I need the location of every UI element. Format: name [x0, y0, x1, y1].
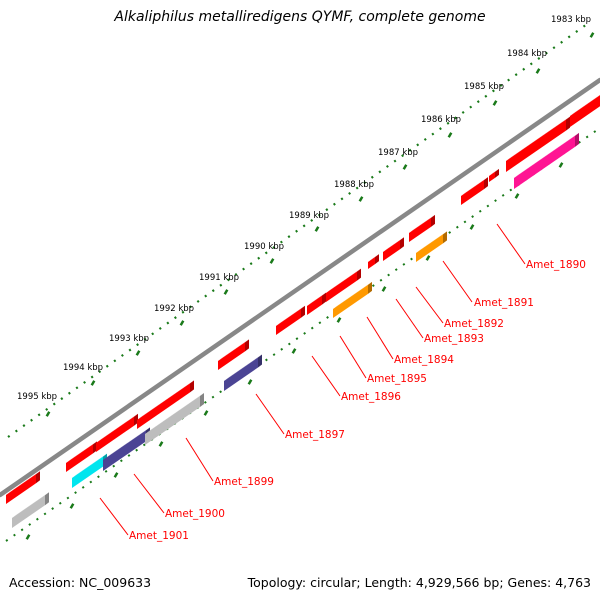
- label-leader-line: [496, 223, 526, 265]
- gene-reverse: [224, 354, 262, 391]
- gene-forward: [383, 237, 404, 261]
- label-leader-line: [255, 393, 285, 435]
- ruler-major-tick: [135, 350, 141, 356]
- gene-features: [6, 95, 600, 528]
- label-leader-line: [366, 316, 394, 360]
- ruler-major-tick: [425, 255, 431, 261]
- label-leaders: [99, 223, 526, 536]
- gene-forward: [326, 268, 361, 302]
- outer-ruler-major-ticks: [45, 32, 595, 417]
- inner-ruler-major-ticks: [25, 162, 564, 540]
- ruler-major-tick: [402, 164, 408, 170]
- ruler-major-tick: [223, 289, 229, 295]
- gene-reverse: [145, 393, 204, 445]
- ruler-major-tick: [25, 534, 31, 540]
- scale-tick-label: 1984 kbp: [507, 49, 547, 59]
- scale-tick-label: 1990 kbp: [244, 242, 284, 252]
- ruler-major-tick: [113, 472, 119, 478]
- ruler-major-tick: [358, 196, 364, 202]
- gene-label: Amet_1890: [526, 259, 586, 271]
- ruler-major-tick: [558, 162, 564, 168]
- gene-reverse: [416, 231, 447, 262]
- scale-tick-label: 1983 kbp: [551, 15, 591, 25]
- gene-label: Amet_1897: [285, 429, 345, 441]
- gene-label: Amet_1894: [394, 354, 454, 366]
- label-leader-line: [185, 437, 214, 482]
- scale-tick-label: 1986 kbp: [421, 115, 461, 125]
- gene-reverse: [514, 132, 579, 189]
- scale-tick-label: 1989 kbp: [289, 211, 329, 221]
- gene-label: Amet_1899: [214, 476, 274, 488]
- ruler-major-tick: [247, 379, 253, 385]
- scale-tick-label: 1995 kbp: [17, 392, 57, 402]
- label-leader-line: [442, 260, 473, 303]
- gene-label: Amet_1891: [474, 297, 534, 309]
- scale-tick-label: 1993 kbp: [109, 334, 149, 344]
- ruler-major-tick: [469, 224, 475, 230]
- ruler-major-tick: [179, 320, 185, 326]
- gene-forward: [276, 305, 305, 335]
- ruler-major-tick: [589, 32, 595, 38]
- gene-forward: [489, 168, 499, 182]
- gene-forward: [506, 116, 570, 172]
- inner-ruler: [5, 127, 600, 542]
- gene-forward: [218, 339, 249, 370]
- label-leader-line: [133, 473, 165, 514]
- genome-summary-text: Topology: circular; Length: 4,929,566 bp…: [247, 575, 591, 590]
- ruler-major-tick: [381, 286, 387, 292]
- ruler-major-tick: [336, 317, 342, 323]
- gene-forward: [368, 254, 379, 269]
- gene-label: Amet_1900: [165, 508, 225, 520]
- gene-reverse: [333, 281, 372, 318]
- gene-forward: [137, 380, 194, 429]
- ruler-major-tick: [447, 132, 453, 138]
- label-leader-line: [339, 335, 367, 379]
- label-leader-line: [395, 298, 424, 339]
- gene-forward: [409, 214, 435, 242]
- ruler-major-tick: [535, 68, 541, 74]
- scale-tick-label: 1994 kbp: [63, 363, 103, 373]
- gene-forward: [307, 292, 326, 315]
- scale-tick-label: 1987 kbp: [378, 148, 418, 158]
- ruler-major-tick: [158, 441, 164, 447]
- genome-backbone: [0, 77, 600, 498]
- gene-label: Amet_1901: [129, 530, 189, 542]
- label-leader-line: [415, 286, 444, 324]
- ruler-major-tick: [45, 411, 51, 417]
- scale-tick-labels: 1983 kbp 1984 kbp 1985 kbp 1986 kbp 1987 kbp…: [17, 15, 591, 402]
- ruler-major-tick: [269, 258, 275, 264]
- scale-tick-label: 1985 kbp: [464, 82, 504, 92]
- outer-ruler: [7, 21, 591, 438]
- gene-label: Amet_1896: [341, 391, 401, 403]
- ruler-major-tick: [69, 503, 75, 509]
- scale-tick-label: 1991 kbp: [199, 273, 239, 283]
- label-leader-line: [99, 497, 129, 536]
- ruler-major-tick: [291, 348, 297, 354]
- map-title: Alkaliphilus metalliredigens QYMF, compl…: [114, 9, 486, 25]
- ruler-major-tick: [314, 226, 320, 232]
- gene-label: Amet_1893: [424, 333, 484, 345]
- gene-forward: [461, 177, 488, 205]
- ruler-major-tick: [492, 100, 498, 106]
- gene-labels: Amet_1890 Amet_1891 Amet_1892 Amet_1893 Amet…: [129, 259, 586, 542]
- gene-label: Amet_1892: [444, 318, 504, 330]
- gene-forward: [570, 95, 600, 127]
- label-leader-line: [311, 355, 341, 397]
- gene-label: Amet_1895: [367, 373, 427, 385]
- ruler-major-tick: [514, 193, 520, 199]
- gene-forward: [6, 471, 40, 504]
- ruler-major-tick: [203, 410, 209, 416]
- accession-text: Accession: NC_009633: [9, 575, 152, 590]
- ruler-major-tick: [90, 380, 96, 386]
- scale-tick-label: 1992 kbp: [154, 304, 194, 314]
- gene-reverse: [12, 492, 49, 528]
- scale-tick-label: 1988 kbp: [334, 180, 374, 190]
